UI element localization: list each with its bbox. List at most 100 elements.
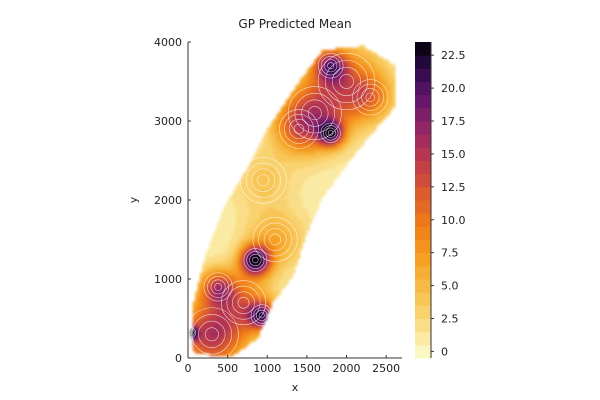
contour-cell (311, 66, 315, 70)
contour-cell (304, 189, 308, 193)
contour-cell (328, 135, 332, 139)
contour-cell (271, 166, 275, 169)
contour-cell (328, 99, 332, 103)
contour-cell (221, 327, 225, 331)
contour-cell (261, 234, 265, 238)
contour-cell (352, 61, 356, 65)
contour-cell (273, 256, 277, 260)
contour-cell (290, 263, 294, 267)
contour-cell (259, 234, 263, 238)
contour-cell (245, 327, 249, 331)
contour-cell (223, 267, 227, 271)
contour-cell (247, 170, 251, 174)
contour-cell (382, 90, 386, 94)
contour-cell (337, 166, 341, 169)
contour-cell (337, 163, 341, 167)
contour-cell (249, 291, 253, 295)
contour-cell (297, 194, 301, 198)
contour-cell (299, 78, 303, 82)
contour-cell (235, 222, 239, 226)
contour-cell (366, 85, 370, 89)
contour-cell (261, 203, 265, 207)
contour-cell (221, 348, 225, 352)
contour-cell (295, 206, 298, 210)
contour-cell (214, 263, 218, 267)
contour-cell (363, 116, 367, 120)
contour-cell (297, 118, 301, 122)
contour-cell (204, 267, 208, 271)
contour-cell (337, 168, 341, 172)
contour-cell (373, 111, 377, 115)
contour-cell (344, 125, 348, 129)
contour-cell (363, 128, 367, 132)
contour-cell (323, 128, 327, 132)
contour-cell (266, 180, 270, 184)
contour-cell (340, 90, 344, 94)
contour-cell (268, 279, 272, 283)
contour-cell (337, 144, 341, 148)
contour-cell (237, 244, 241, 248)
contour-cell (235, 244, 239, 248)
contour-cell (204, 320, 208, 324)
contour-cell (202, 310, 206, 314)
contour-cell (290, 253, 294, 257)
contour-cell (290, 168, 294, 172)
contour-cell (344, 87, 348, 91)
contour-cell (325, 142, 329, 146)
contour-cell (292, 192, 296, 196)
contour-cell (349, 92, 353, 96)
contour-cell (254, 291, 258, 295)
contour-cell (344, 158, 348, 162)
contour-cell (325, 102, 329, 106)
contour-line (301, 99, 329, 127)
contour-cell (271, 121, 275, 124)
contour-cell (271, 137, 275, 141)
contour-cell (221, 336, 225, 340)
contour-cell (342, 104, 346, 108)
contour-cell (278, 272, 282, 276)
contour-cell (363, 125, 367, 129)
contour-cell (299, 151, 303, 155)
contour-cell (275, 125, 279, 129)
contour-cell (237, 272, 241, 276)
y-tick-label: 2000 (154, 194, 182, 207)
contour-cell (356, 111, 360, 115)
contour-cell (342, 121, 346, 124)
contour-cell (375, 104, 379, 108)
contour-cell (304, 144, 308, 148)
contour-cell (273, 230, 277, 233)
contour-cell (337, 116, 341, 120)
contour-cell (204, 263, 208, 267)
contour-cell (216, 353, 220, 357)
contour-cell (268, 158, 272, 162)
contour-cell (252, 218, 256, 222)
contour-line (188, 307, 239, 358)
contour-cell (290, 227, 294, 231)
contour-cell (233, 312, 237, 316)
contour-cell (249, 208, 253, 212)
contour-cell (352, 125, 356, 129)
contour-cell (197, 301, 201, 305)
contour-cell (392, 87, 396, 91)
contour-cell (361, 45, 365, 49)
contour-cell (228, 339, 232, 343)
contour-cell (354, 90, 358, 94)
contour-cell (271, 173, 275, 177)
contour-cell (278, 189, 282, 193)
contour-cell (359, 139, 363, 143)
contour-cell (197, 346, 201, 350)
contour-cell (311, 189, 315, 193)
contour-cell (247, 208, 251, 212)
contour-cell (378, 97, 382, 101)
contour-cell (214, 346, 218, 350)
colorbar-band (415, 160, 431, 175)
contour-cell (290, 111, 294, 115)
contour-cell (268, 142, 272, 146)
contour-cell (261, 206, 265, 210)
contour-cell (323, 163, 327, 167)
contour-cell (235, 251, 239, 255)
contour-cell (333, 85, 337, 89)
contour-cell (330, 118, 334, 122)
contour-cell (268, 189, 272, 193)
contour-cell (261, 230, 265, 233)
